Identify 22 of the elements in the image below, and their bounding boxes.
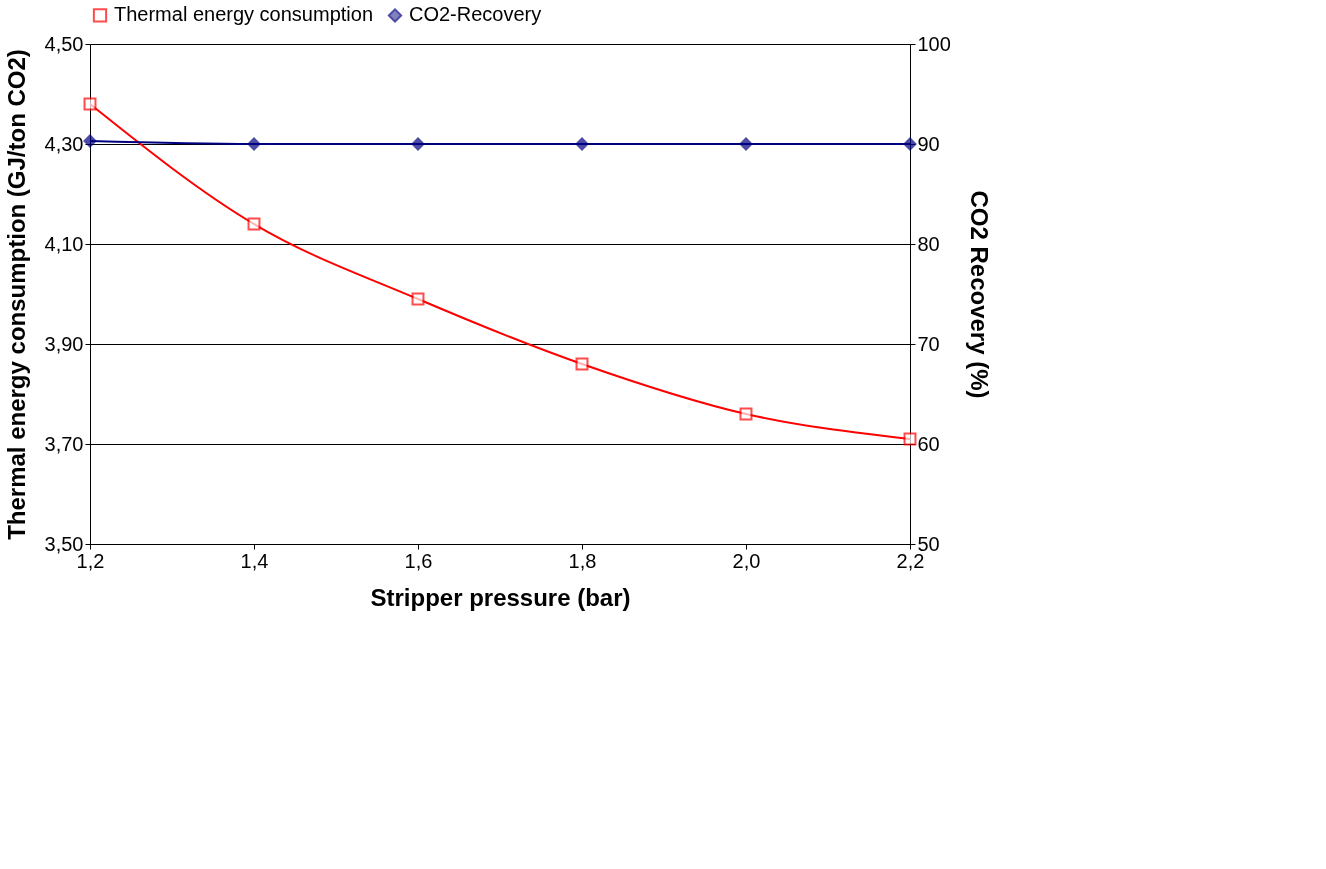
- y2-tick-label: 100: [917, 32, 951, 55]
- y2-tick-label: 60: [917, 432, 940, 455]
- point: [903, 432, 917, 446]
- y-tick-label: 4,50: [44, 32, 84, 55]
- y-axis-title: Thermal energy consumption (GJ/ton CO2): [2, 49, 30, 540]
- x-tick-label: 1,6: [404, 549, 433, 572]
- legend-label: Thermal energy consumption: [114, 3, 374, 26]
- y-tick-label: 3,90: [44, 332, 84, 355]
- y-tick-label: 4,30: [44, 132, 84, 155]
- y2-tick-label: 90: [917, 132, 940, 155]
- y2-tick-label: 80: [917, 232, 940, 255]
- y-tick-label: 4,10: [44, 232, 84, 255]
- x-tick-label: 1,8: [568, 549, 597, 572]
- x-tick-label: 2,0: [732, 549, 761, 572]
- y2-tick-label: 70: [917, 332, 940, 355]
- y-tick-label: 3,50: [44, 532, 84, 555]
- y-tick-label: 3,70: [44, 432, 84, 455]
- y2-axis-title: CO2 Recovery (%): [965, 190, 993, 399]
- legend-label: CO2-Recovery: [409, 3, 542, 26]
- y2-tick-label: 50: [917, 532, 940, 555]
- x-axis-title: Stripper pressure (bar): [370, 583, 631, 611]
- x-tick-label: 1,4: [240, 549, 269, 572]
